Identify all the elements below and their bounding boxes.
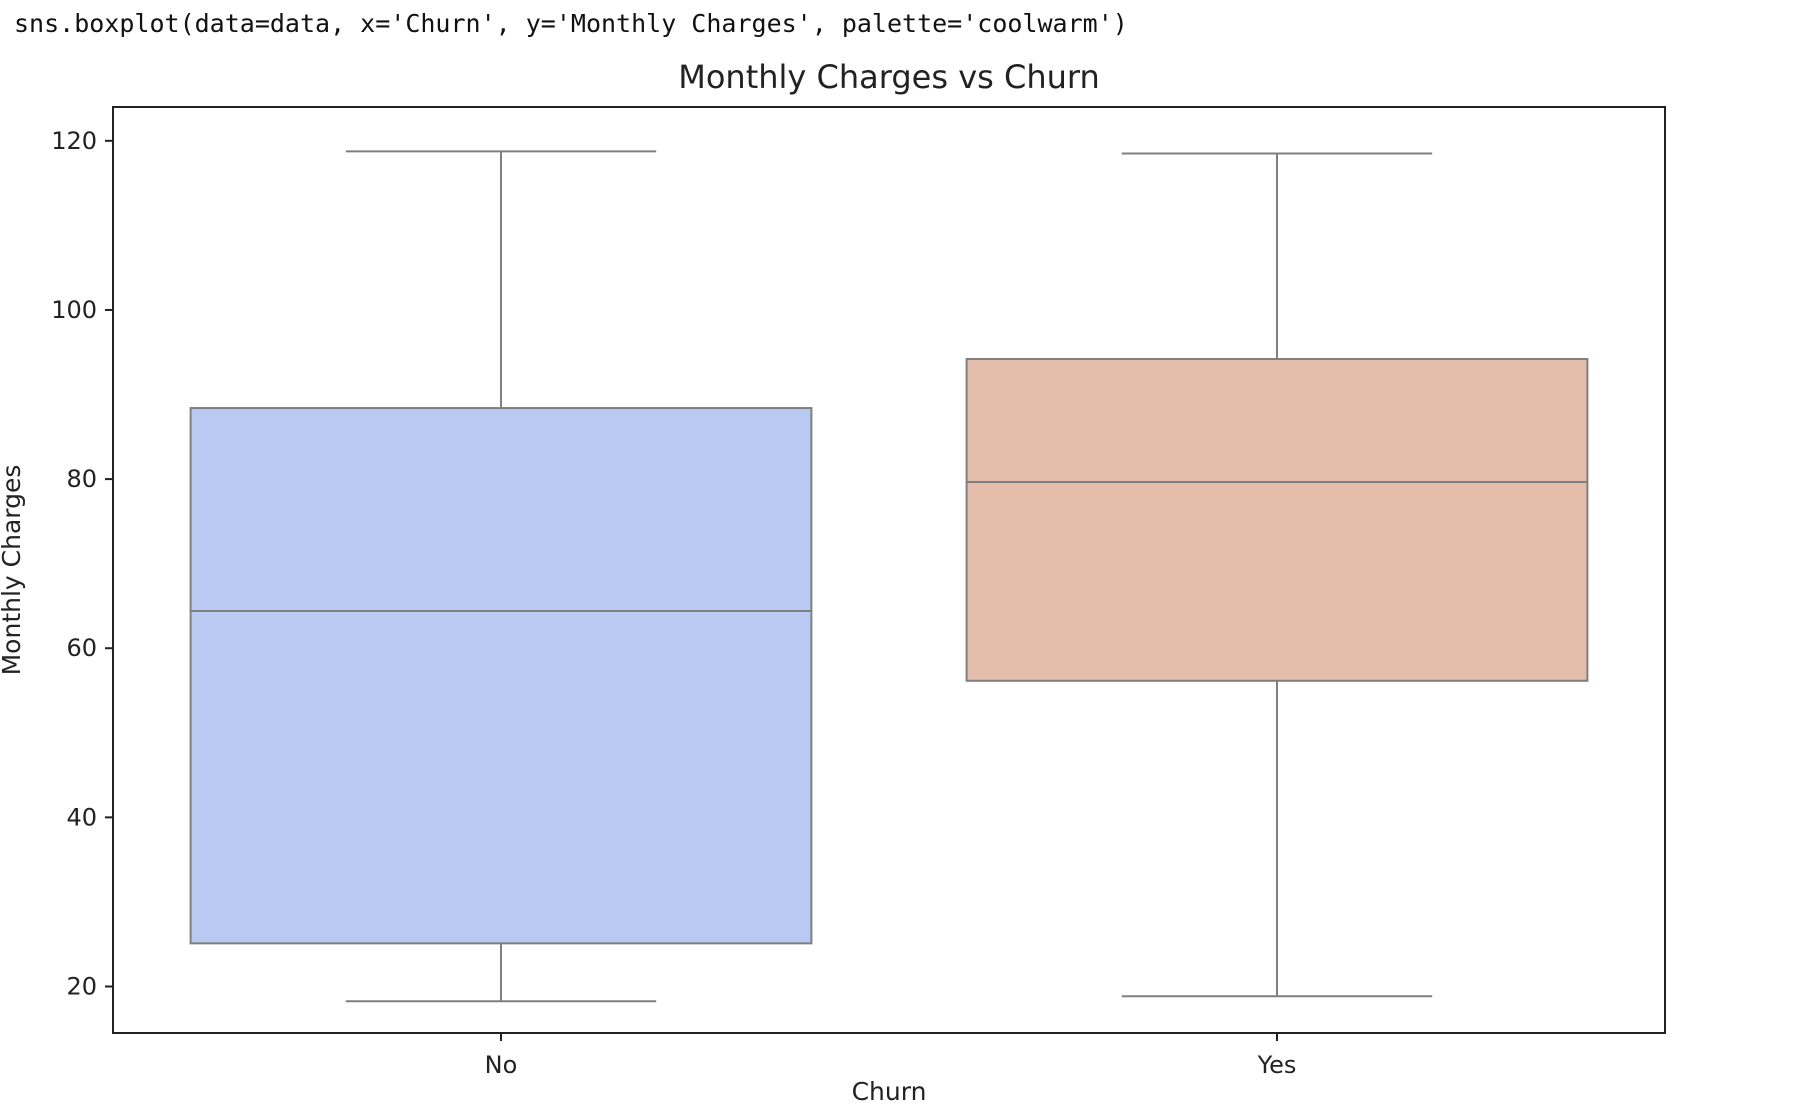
y-tick-label: 100 (51, 296, 97, 324)
y-tick-label: 120 (51, 127, 97, 155)
x-axis-label: Churn (852, 1077, 927, 1106)
x-tick-label: Yes (1257, 1051, 1297, 1079)
box-yes (965, 152, 1589, 998)
y-tick-label: 40 (66, 803, 97, 831)
x-tick-label: No (485, 1051, 518, 1079)
iqr-box-no (189, 407, 813, 945)
y-tick-label: 60 (66, 634, 97, 662)
y-tick-label: 80 (66, 465, 97, 493)
chart-title: Monthly Charges vs Churn (678, 58, 1100, 96)
y-axis: 20 40 60 80 100 120 (51, 127, 113, 1000)
x-axis: No Yes (485, 1033, 1297, 1079)
iqr-box-yes (965, 358, 1589, 682)
box-no (189, 150, 813, 1003)
plot-frame (112, 106, 1666, 1034)
code-cell-line: sns.boxplot(data=data, x='Churn', y='Mon… (14, 9, 1128, 38)
y-tick-label: 20 (66, 972, 97, 1000)
plot-area (189, 150, 1589, 1003)
y-axis-label: Monthly Charges (0, 465, 26, 676)
